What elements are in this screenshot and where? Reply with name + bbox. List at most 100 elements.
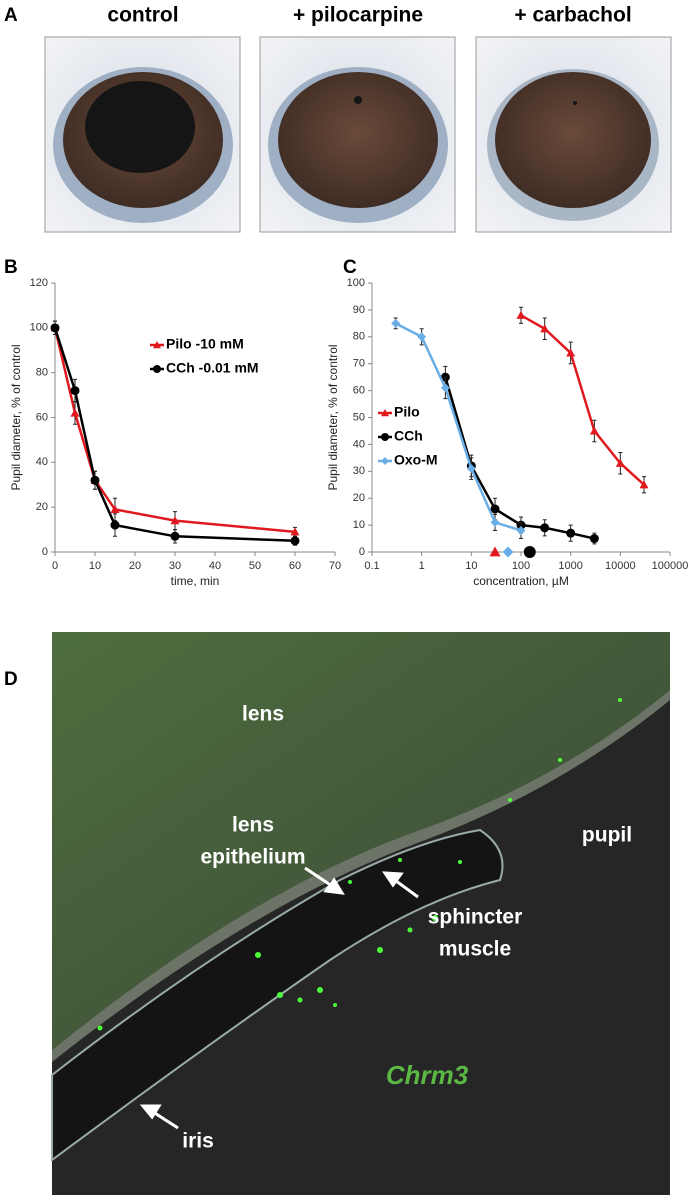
y-tick-label: 0 <box>359 546 365 558</box>
photo-title: + carbachol <box>514 4 631 27</box>
marker <box>90 475 100 485</box>
eye-photo <box>259 36 456 233</box>
x-tick-label: 30 <box>169 560 181 572</box>
x-tick-label: 50 <box>249 560 261 572</box>
marker <box>615 458 625 467</box>
marker <box>170 531 180 541</box>
marker <box>566 348 576 357</box>
y-tick-label: 120 <box>30 277 48 289</box>
eye-photo <box>44 36 241 233</box>
marker <box>639 480 649 489</box>
marker <box>516 525 526 535</box>
tissue-label: pupil <box>582 824 632 847</box>
marker <box>516 310 526 319</box>
marker <box>417 332 427 342</box>
marker <box>153 365 161 373</box>
series-line <box>53 327 296 534</box>
marker <box>110 504 120 514</box>
marker <box>70 386 80 396</box>
photo-title: control <box>107 4 178 27</box>
tissue-label: muscle <box>439 938 511 961</box>
marker <box>170 516 180 525</box>
y-tick-label: 20 <box>36 501 48 513</box>
y-tick-label: 60 <box>36 411 48 423</box>
y-tick-label: 90 <box>353 304 365 316</box>
y-axis-label: Pupil diameter, % of control <box>326 344 340 490</box>
y-tick-label: 50 <box>353 411 365 423</box>
x-tick-label: 10000 <box>605 560 636 572</box>
x-tick-label: 100000 <box>652 560 689 572</box>
y-tick-label: 10 <box>353 519 365 531</box>
x-tick-label: 0.1 <box>364 560 379 572</box>
x-tick-label: 70 <box>329 560 341 572</box>
legend-label: Pilo <box>394 404 420 420</box>
photo-title: + pilocarpine <box>293 4 423 27</box>
series-line <box>520 314 645 486</box>
marker <box>50 323 60 333</box>
series-line <box>53 327 296 543</box>
marker <box>290 527 300 536</box>
x-tick-label: 10 <box>465 560 477 572</box>
x-tick-label: 40 <box>209 560 221 572</box>
y-tick-label: 80 <box>353 331 365 343</box>
marker <box>381 457 389 465</box>
marker <box>566 528 576 538</box>
tissue-label: lens <box>242 703 284 726</box>
marker <box>490 517 500 527</box>
marker <box>523 546 536 558</box>
y-tick-label: 80 <box>36 367 48 379</box>
gene-label: Chrm3 <box>386 1060 469 1090</box>
y-tick-label: 0 <box>42 546 48 558</box>
marker <box>290 536 300 546</box>
x-axis-label: time, min <box>171 574 220 588</box>
y-tick-label: 20 <box>353 492 365 504</box>
marker <box>589 534 599 544</box>
marker <box>391 318 401 328</box>
panel-label: D <box>4 669 18 690</box>
y-axis-label: Pupil diameter, % of control <box>9 344 23 490</box>
legend-label: CCh -0.01 mM <box>166 360 259 376</box>
marker <box>540 324 550 333</box>
y-tick-label: 40 <box>36 456 48 468</box>
tissue-label: sphincter <box>428 906 523 929</box>
series-line <box>395 322 522 532</box>
marker <box>381 433 389 441</box>
legend-label: Pilo -10 mM <box>166 336 244 352</box>
x-tick-label: 100 <box>512 560 530 572</box>
x-tick-label: 1 <box>419 560 425 572</box>
marker <box>110 520 120 530</box>
marker <box>540 523 550 533</box>
marker <box>70 408 80 417</box>
y-tick-label: 60 <box>353 385 365 397</box>
legend-label: CCh <box>394 428 423 444</box>
marker <box>490 504 500 514</box>
panel-label: B <box>4 257 18 278</box>
marker <box>502 546 514 558</box>
y-tick-label: 100 <box>30 322 48 334</box>
panel-label: C <box>343 257 357 278</box>
marker <box>153 341 161 349</box>
tissue-label: iris <box>182 1130 214 1153</box>
micrograph: lens pupil lens epithelium sphincter mus… <box>51 632 670 1195</box>
marker <box>466 464 476 474</box>
x-axis-label: concentration, µM <box>473 574 569 588</box>
x-tick-label: 20 <box>129 560 141 572</box>
marker <box>489 546 501 557</box>
panel-label: A <box>4 5 18 26</box>
x-tick-label: 0 <box>52 560 58 572</box>
tissue-label: epithelium <box>200 846 305 869</box>
y-tick-label: 40 <box>353 438 365 450</box>
eye-photo <box>475 36 672 233</box>
marker <box>381 409 389 417</box>
marker <box>589 426 599 435</box>
tissue-label: lens <box>232 814 274 837</box>
legend-label: Oxo-M <box>394 452 438 468</box>
marker <box>440 383 450 393</box>
x-tick-label: 60 <box>289 560 301 572</box>
y-tick-label: 30 <box>353 465 365 477</box>
x-tick-label: 10 <box>89 560 101 572</box>
x-tick-label: 1000 <box>558 560 582 572</box>
y-tick-label: 100 <box>347 277 365 289</box>
